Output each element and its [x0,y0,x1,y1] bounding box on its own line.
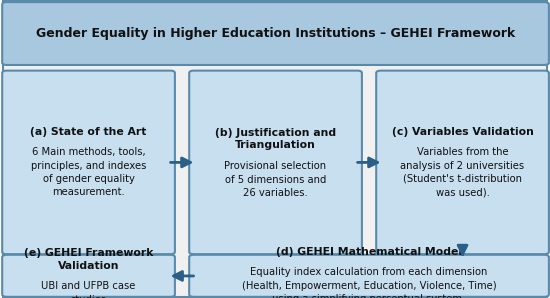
Text: UBI and UFPB case
studies: UBI and UFPB case studies [41,281,136,298]
Text: Gender Equality in Higher Education Institutions – GEHEI Framework: Gender Equality in Higher Education Inst… [36,27,515,40]
FancyBboxPatch shape [189,255,549,297]
Text: (a) State of the Art: (a) State of the Art [30,127,147,137]
FancyBboxPatch shape [2,255,175,297]
Text: Provisional selection
of 5 dimensions and
26 variables.: Provisional selection of 5 dimensions an… [224,161,327,198]
FancyBboxPatch shape [189,71,362,254]
FancyBboxPatch shape [2,2,549,65]
Text: (e) GEHEI Framework
Validation: (e) GEHEI Framework Validation [24,248,153,271]
Text: 6 Main methods, tools,
principles, and indexes
of gender equality
measurement.: 6 Main methods, tools, principles, and i… [31,148,146,197]
FancyBboxPatch shape [376,71,549,254]
FancyBboxPatch shape [3,1,547,297]
FancyBboxPatch shape [2,71,175,254]
Text: (d) GEHEI Mathematical Model: (d) GEHEI Mathematical Model [276,247,462,257]
Text: Variables from the
analysis of 2 universities
(Student's t-distribution
was used: Variables from the analysis of 2 univers… [400,148,525,197]
Text: (c) Variables Validation: (c) Variables Validation [392,127,534,137]
Text: Equality index calculation from each dimension
(Health, Empowerment, Education, : Equality index calculation from each dim… [242,267,496,298]
Text: (b) Justification and
Triangulation: (b) Justification and Triangulation [215,128,336,150]
